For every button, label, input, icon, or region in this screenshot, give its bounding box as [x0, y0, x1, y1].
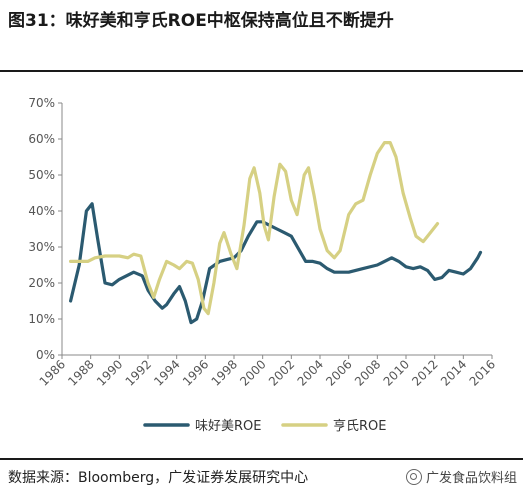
x-tick-label: 2012	[409, 357, 440, 388]
x-tick-label: 2008	[352, 357, 383, 388]
x-tick-label: 1998	[209, 357, 240, 388]
y-tick-label: 30%	[28, 240, 55, 254]
x-tick-label: 2000	[237, 357, 268, 388]
watermark: 广发食品饮料组	[405, 467, 517, 486]
x-tick-label: 2006	[323, 357, 354, 388]
wechat-icon	[405, 468, 422, 485]
x-tick-label: 2004	[295, 357, 326, 388]
top-rule	[0, 70, 523, 72]
x-tick-label: 1996	[180, 357, 211, 388]
y-tick-label: 60%	[28, 132, 55, 146]
x-tick-label: 1994	[151, 357, 182, 388]
x-tick-label: 1990	[94, 357, 125, 388]
watermark-text: 广发食品饮料组	[425, 471, 517, 486]
x-tick-label: 2016	[467, 357, 498, 388]
x-tick-label: 2014	[438, 357, 469, 388]
chart-series	[69, 141, 483, 325]
figure-title: 图31：味好美和亨氏ROE中枢保持高位且不断提升	[8, 11, 394, 31]
legend-label-2: 亨氏ROE	[333, 418, 386, 434]
series-line-1	[69, 202, 483, 325]
roe-line-chart: 0%10%20%30%40%50%60%70%19861988199019921…	[28, 96, 498, 434]
x-tick-label: 2010	[381, 357, 412, 388]
x-tick-label: 1992	[123, 357, 154, 388]
y-tick-label: 50%	[28, 168, 55, 182]
bottom-rule	[0, 458, 523, 460]
y-tick-label: 20%	[28, 276, 55, 290]
x-tick-label: 1988	[65, 357, 96, 388]
x-tick-label: 2002	[266, 357, 297, 388]
chart-legend: 味好美ROE 亨氏ROE	[143, 418, 386, 434]
y-tick-label: 10%	[28, 312, 55, 326]
data-source-note: 数据来源：Bloomberg，广发证券发展研究中心	[8, 470, 309, 486]
y-tick-label: 0%	[36, 348, 55, 362]
y-tick-label: 40%	[28, 204, 55, 218]
legend-label-1: 味好美ROE	[195, 419, 261, 434]
series-line-2	[69, 141, 440, 316]
y-tick-label: 70%	[28, 96, 55, 110]
